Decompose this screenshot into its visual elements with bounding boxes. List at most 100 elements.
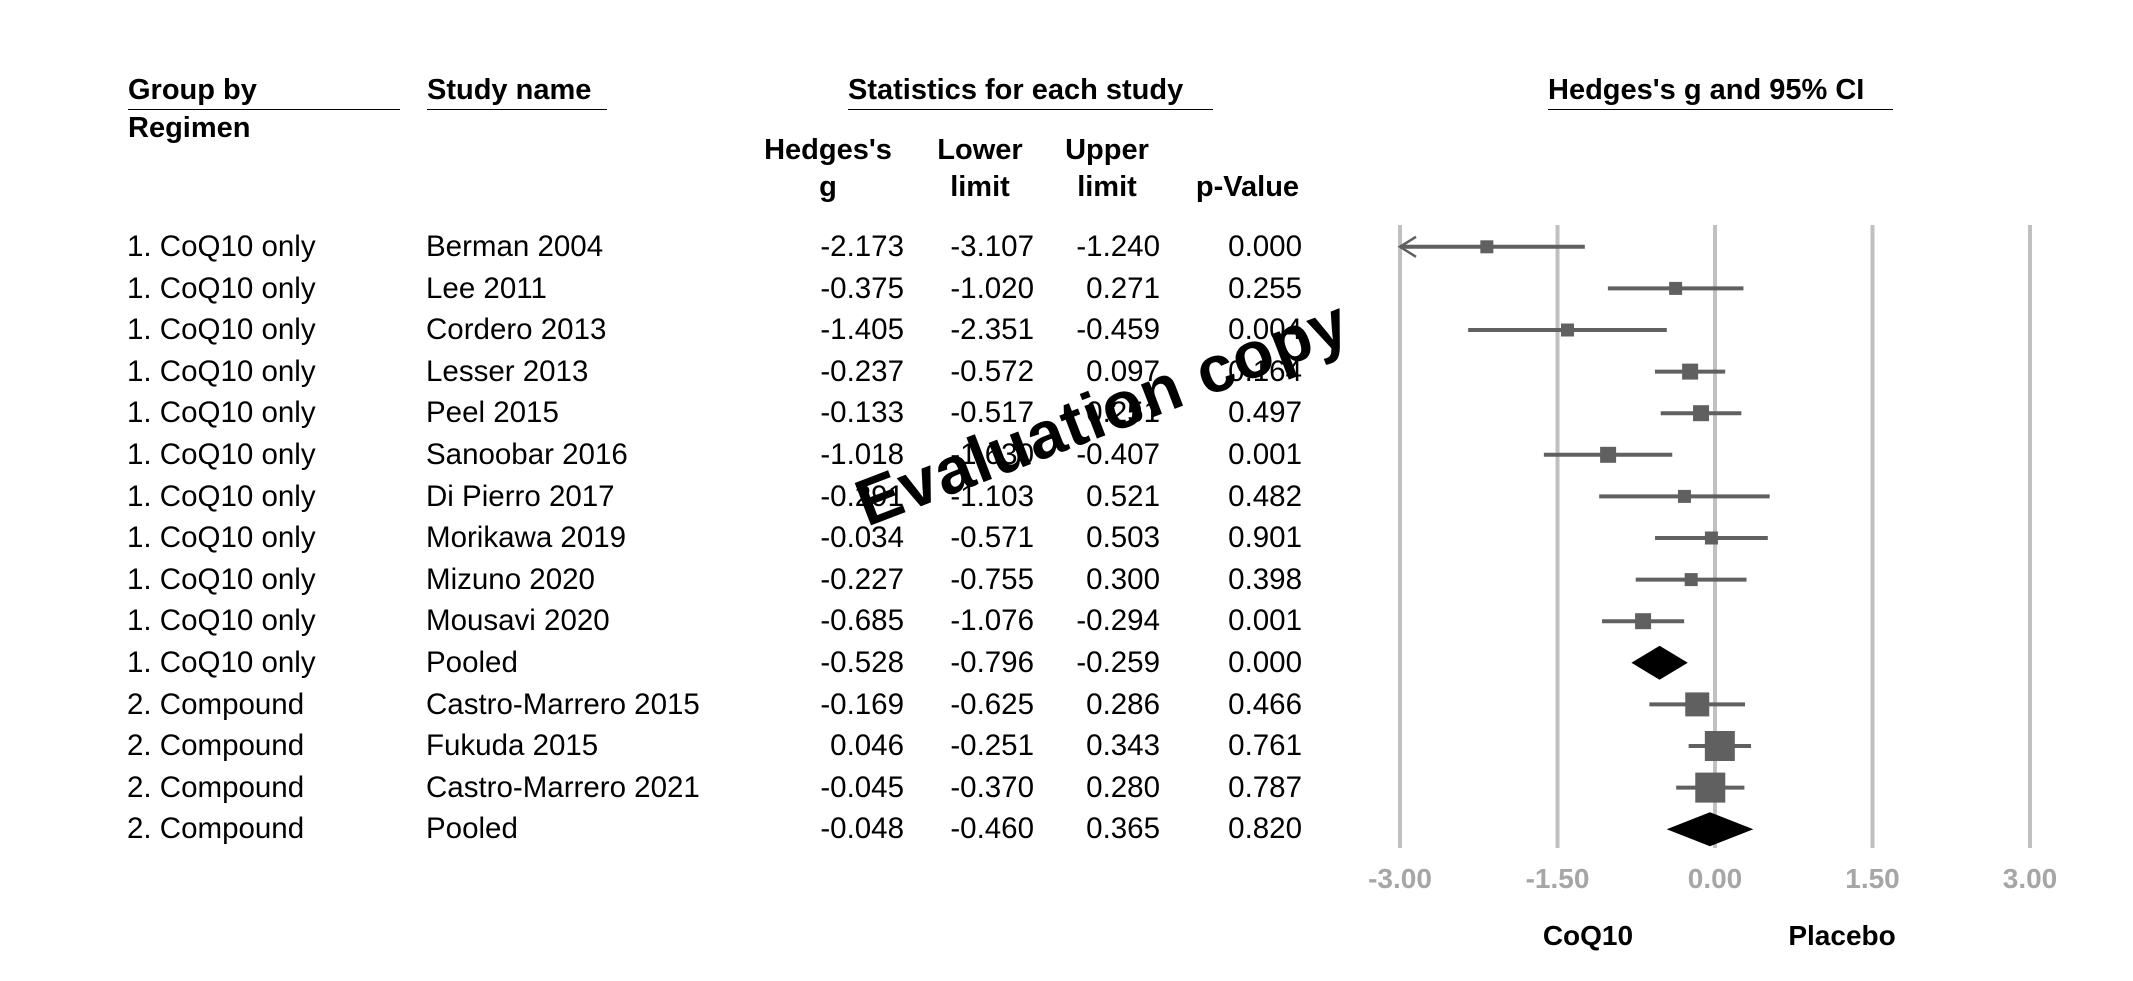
group-cell: 1. CoQ10 only: [127, 354, 316, 388]
study-cell: Fukuda 2015: [426, 729, 599, 763]
group-cell: 1. CoQ10 only: [127, 604, 316, 638]
study-cell: Mizuno 2020: [426, 562, 595, 596]
table-row: 2. Compound Fukuda 2015 0.046 -0.251 0.3…: [0, 725, 2133, 766]
g-cell: -0.528: [820, 646, 904, 679]
group-cell: 2. Compound: [127, 770, 305, 804]
lower-cell: -0.571: [950, 521, 1034, 555]
p-cell: 0.820: [1228, 812, 1302, 846]
lower-cell: -2.351: [950, 313, 1034, 347]
study-cell: Di Pierro 2017: [426, 479, 615, 513]
p-cell: 0.497: [1228, 396, 1302, 430]
g-cell: -2.173: [820, 230, 904, 263]
x-tick-label: 3.00: [2003, 863, 2058, 894]
effect-marker: [1677, 489, 1691, 503]
g-cell: -0.034: [820, 521, 904, 555]
lower-cell: -1.630: [950, 438, 1034, 471]
g-cell: -0.133: [820, 396, 904, 430]
upper-cell: 0.251: [1086, 396, 1160, 430]
x-tick-label: 1.50: [1845, 863, 1900, 894]
group-cell: 1. CoQ10 only: [127, 230, 316, 263]
g-cell: -0.169: [820, 687, 904, 721]
p-cell: 0.004: [1228, 313, 1302, 347]
upper-cell: -1.240: [1076, 230, 1160, 263]
lower-cell: -3.107: [950, 230, 1034, 263]
g-cell: -0.237: [820, 354, 904, 388]
study-cell: Lee 2011: [426, 271, 547, 305]
ci-arrow: [1397, 235, 1417, 258]
p-cell: 0.761: [1228, 729, 1302, 763]
effect-marker: [1704, 731, 1735, 761]
effect-marker: [1669, 281, 1683, 295]
axis-label-left: CoQ10: [1543, 920, 1633, 951]
effect-marker: [1695, 772, 1726, 803]
effect-marker: [1693, 405, 1710, 422]
col-hedges-g: Hedges's g: [748, 132, 908, 206]
g-cell: -0.685: [820, 604, 904, 638]
table-row: 2. Compound Castro-Marrero 2015 -0.169 -…: [0, 684, 2133, 725]
study-cell: Castro-Marrero 2015: [426, 687, 700, 721]
plot-title: Hedges's g and 95% CI: [1548, 74, 1893, 110]
upper-cell: 0.097: [1086, 354, 1160, 388]
group-cell: 1. CoQ10 only: [127, 646, 316, 679]
col-lower-line1: Lower: [937, 134, 1023, 166]
group-cell: 1. CoQ10 only: [127, 562, 316, 596]
g-cell: -0.375: [820, 271, 904, 305]
g-cell: -1.018: [820, 438, 904, 471]
p-cell: 0.482: [1228, 479, 1302, 513]
upper-cell: 0.300: [1086, 562, 1160, 596]
lower-cell: -0.251: [950, 729, 1034, 763]
table-row: 1. CoQ10 only Lesser 2013 -0.237 -0.572 …: [0, 351, 2133, 392]
effect-marker: [1600, 446, 1617, 463]
g-cell: -1.405: [820, 313, 904, 347]
effect-marker: [1704, 531, 1718, 545]
pooled-diamond: [1666, 812, 1754, 847]
upper-cell: -0.259: [1076, 646, 1160, 679]
effect-marker: [1685, 692, 1710, 717]
upper-cell: -0.294: [1076, 604, 1160, 638]
study-name-header: Study name: [427, 74, 607, 110]
upper-cell: 0.280: [1086, 770, 1160, 804]
lower-cell: -0.755: [950, 562, 1034, 596]
table-row: 1. CoQ10 only Mousavi 2020 -0.685 -1.076…: [0, 600, 2133, 641]
upper-cell: 0.271: [1086, 271, 1160, 305]
lower-cell: -0.370: [950, 770, 1034, 804]
study-cell: Castro-Marrero 2021: [426, 770, 700, 804]
group-cell: 1. CoQ10 only: [127, 313, 316, 347]
axis-label-right: Placebo: [1788, 920, 1895, 951]
p-cell: 0.000: [1228, 230, 1302, 263]
col-upper-limit: Upper limit: [1042, 132, 1172, 206]
study-cell: Pooled: [426, 812, 518, 846]
table-row: 2. Compound Pooled -0.048 -0.460 0.365 0…: [0, 808, 2133, 849]
p-cell: 0.787: [1228, 770, 1302, 804]
group-cell: 2. Compound: [127, 687, 305, 721]
effect-marker: [1560, 323, 1574, 337]
upper-cell: 0.521: [1086, 479, 1160, 513]
effect-marker: [1635, 613, 1652, 630]
group-cell: 1. CoQ10 only: [127, 271, 316, 305]
table-row: 1. CoQ10 only Di Pierro 2017 -0.291 -1.1…: [0, 476, 2133, 517]
upper-cell: 0.503: [1086, 521, 1160, 555]
effect-marker: [1684, 573, 1698, 587]
x-tick-label: -1.50: [1526, 863, 1590, 894]
p-cell: 0.901: [1228, 521, 1302, 555]
effect-marker: [1682, 363, 1699, 380]
study-cell: Mousavi 2020: [426, 604, 610, 638]
lower-cell: -0.625: [950, 687, 1034, 721]
group-cell: 1. CoQ10 only: [127, 396, 316, 430]
g-cell: -0.227: [820, 562, 904, 596]
col-lower-limit: Lower limit: [915, 132, 1045, 206]
group-by-label: Group by: [128, 74, 400, 110]
p-cell: 0.001: [1228, 604, 1302, 638]
p-cell: 0.255: [1228, 271, 1302, 305]
p-cell: 0.466: [1228, 687, 1302, 721]
lower-cell: -1.020: [950, 271, 1034, 305]
upper-cell: -0.459: [1076, 313, 1160, 347]
effect-marker: [1480, 240, 1494, 254]
group-by-sub-label: Regimen: [128, 112, 251, 144]
lower-cell: -0.517: [950, 396, 1034, 430]
col-p-value: p-Value: [1195, 171, 1300, 203]
group-cell: 1. CoQ10 only: [127, 521, 316, 555]
p-cell: 0.000: [1228, 646, 1302, 679]
study-cell: Lesser 2013: [426, 354, 589, 388]
group-cell: 2. Compound: [127, 812, 305, 846]
